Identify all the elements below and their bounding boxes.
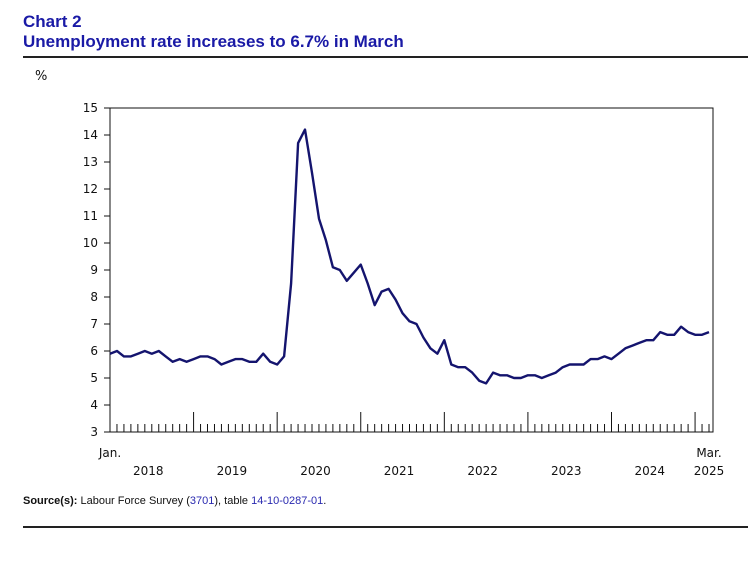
y-tick-label: 6: [90, 344, 98, 358]
x-year-label: 2018: [133, 464, 164, 478]
x-year-label: 2021: [384, 464, 415, 478]
y-tick-label: 5: [90, 371, 98, 385]
x-axis: [109, 412, 710, 432]
x-year-labels: 2018 2019 2020 2021 2022 2023 2024 2025: [133, 464, 724, 478]
y-tick-label: 14: [83, 128, 98, 142]
x-year-label: 2023: [551, 464, 582, 478]
x-year-label: 2020: [300, 464, 331, 478]
top-rule: [23, 56, 748, 58]
plot-frame: [109, 107, 714, 433]
x-year-label: 2022: [467, 464, 498, 478]
chart-title: Unemployment rate increases to 6.7% in M…: [23, 32, 404, 51]
source-note: Source(s): Labour Force Survey (3701), t…: [23, 495, 326, 507]
source-text-2: ), table: [214, 495, 252, 507]
y-tick-label: 13: [83, 155, 98, 169]
y-tick-label: 3: [90, 425, 98, 439]
y-tick-label: 12: [83, 182, 98, 196]
source-text-1: Labour Force Survey (: [80, 495, 190, 507]
x-year-label: 2024: [635, 464, 666, 478]
table-link[interactable]: 14-10-0287-01: [251, 495, 324, 507]
source-label: Source(s):: [23, 495, 78, 507]
y-tick-label: 9: [90, 263, 98, 277]
y-tick-label: 8: [90, 290, 98, 304]
chart-header: Chart 2 Unemployment rate increases to 6…: [23, 12, 404, 52]
bottom-rule: [23, 526, 748, 528]
y-tick-label: 7: [90, 317, 98, 331]
x-start-label: Jan.: [98, 446, 121, 460]
y-tick-label: 4: [90, 398, 98, 412]
y-tick-label: 11: [83, 209, 98, 223]
y-tick-label: 15: [83, 101, 98, 115]
x-end-label: Mar.: [696, 446, 721, 460]
survey-link[interactable]: 3701: [189, 495, 215, 507]
y-unit-label: %: [35, 69, 47, 84]
y-tick-label: 10: [83, 236, 98, 250]
y-axis: 3 4 5 6 7 8 9 10 11 12 13 14 15: [83, 101, 110, 439]
series-line-unemployment: [109, 128, 710, 385]
chart-number: Chart 2: [23, 12, 82, 31]
x-year-label: 2025: [694, 464, 725, 478]
x-year-label: 2019: [217, 464, 248, 478]
source-text-3: .: [323, 495, 327, 507]
line-chart: % 3 4 5 6 7 8 9 10 11 12 13 14 15 Jan. Mar. 2018 2019…: [35, 69, 724, 478]
